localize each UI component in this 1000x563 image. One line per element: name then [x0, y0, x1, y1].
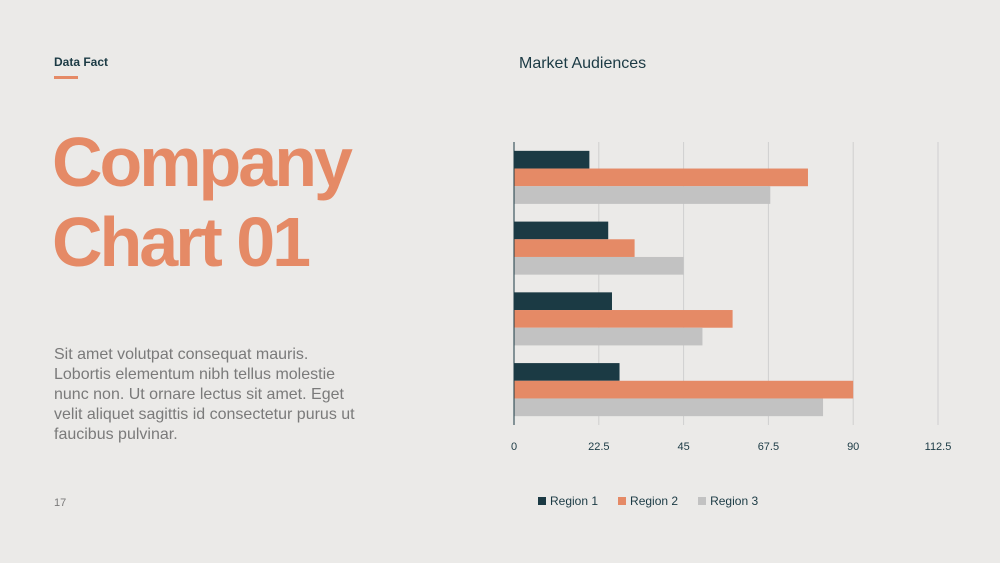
legend-swatch-region-3: [698, 497, 707, 505]
legend-label-region-2: Region 2: [630, 494, 679, 508]
bar-region-2: [514, 239, 635, 257]
bar-region-3: [514, 256, 684, 275]
x-tick-label: 67.5: [758, 441, 779, 453]
bar-region-1: [514, 150, 590, 169]
body-text: Sit amet volutpat consequat mauris. Lobo…: [54, 346, 355, 443]
legend-label-region-1: Region 1: [550, 494, 599, 508]
legend-label-region-3: Region 3: [710, 494, 759, 508]
bar-region-1: [514, 292, 612, 311]
bar-region-2: [514, 168, 808, 187]
x-tick-label: 90: [847, 441, 859, 453]
legend-item-region-2: Region 2: [618, 494, 678, 508]
slide-title: Company Chart 01: [52, 122, 353, 282]
page-number: 17: [54, 497, 67, 509]
x-tick-label: 112.5: [925, 441, 952, 453]
x-tick-label: 22.5: [588, 441, 609, 453]
legend-item-region-3: Region 3: [698, 494, 758, 508]
bar-region-1: [514, 221, 609, 240]
bar-region-1: [514, 363, 620, 381]
slide-kicker: Data Fact: [54, 55, 109, 69]
bar-region-3: [514, 398, 824, 417]
chart-legend: Region 1 Region 2 Region 3: [538, 494, 758, 508]
x-tick-label: 45: [677, 441, 689, 453]
legend-swatch-region-1: [538, 497, 546, 505]
kicker-underline: [54, 76, 78, 79]
legend-item-region-1: Region 1: [538, 494, 598, 508]
chart-title: Market Audiences: [519, 55, 647, 72]
title-line-1: Company: [52, 123, 353, 201]
title-line-2: Chart 01: [52, 203, 311, 281]
legend-swatch-region-2: [618, 497, 627, 505]
bar-region-3: [514, 186, 771, 204]
x-tick-label: 0: [511, 441, 517, 453]
bar-region-2: [514, 310, 733, 328]
bar-region-3: [514, 327, 703, 346]
bar-region-2: [514, 380, 854, 399]
